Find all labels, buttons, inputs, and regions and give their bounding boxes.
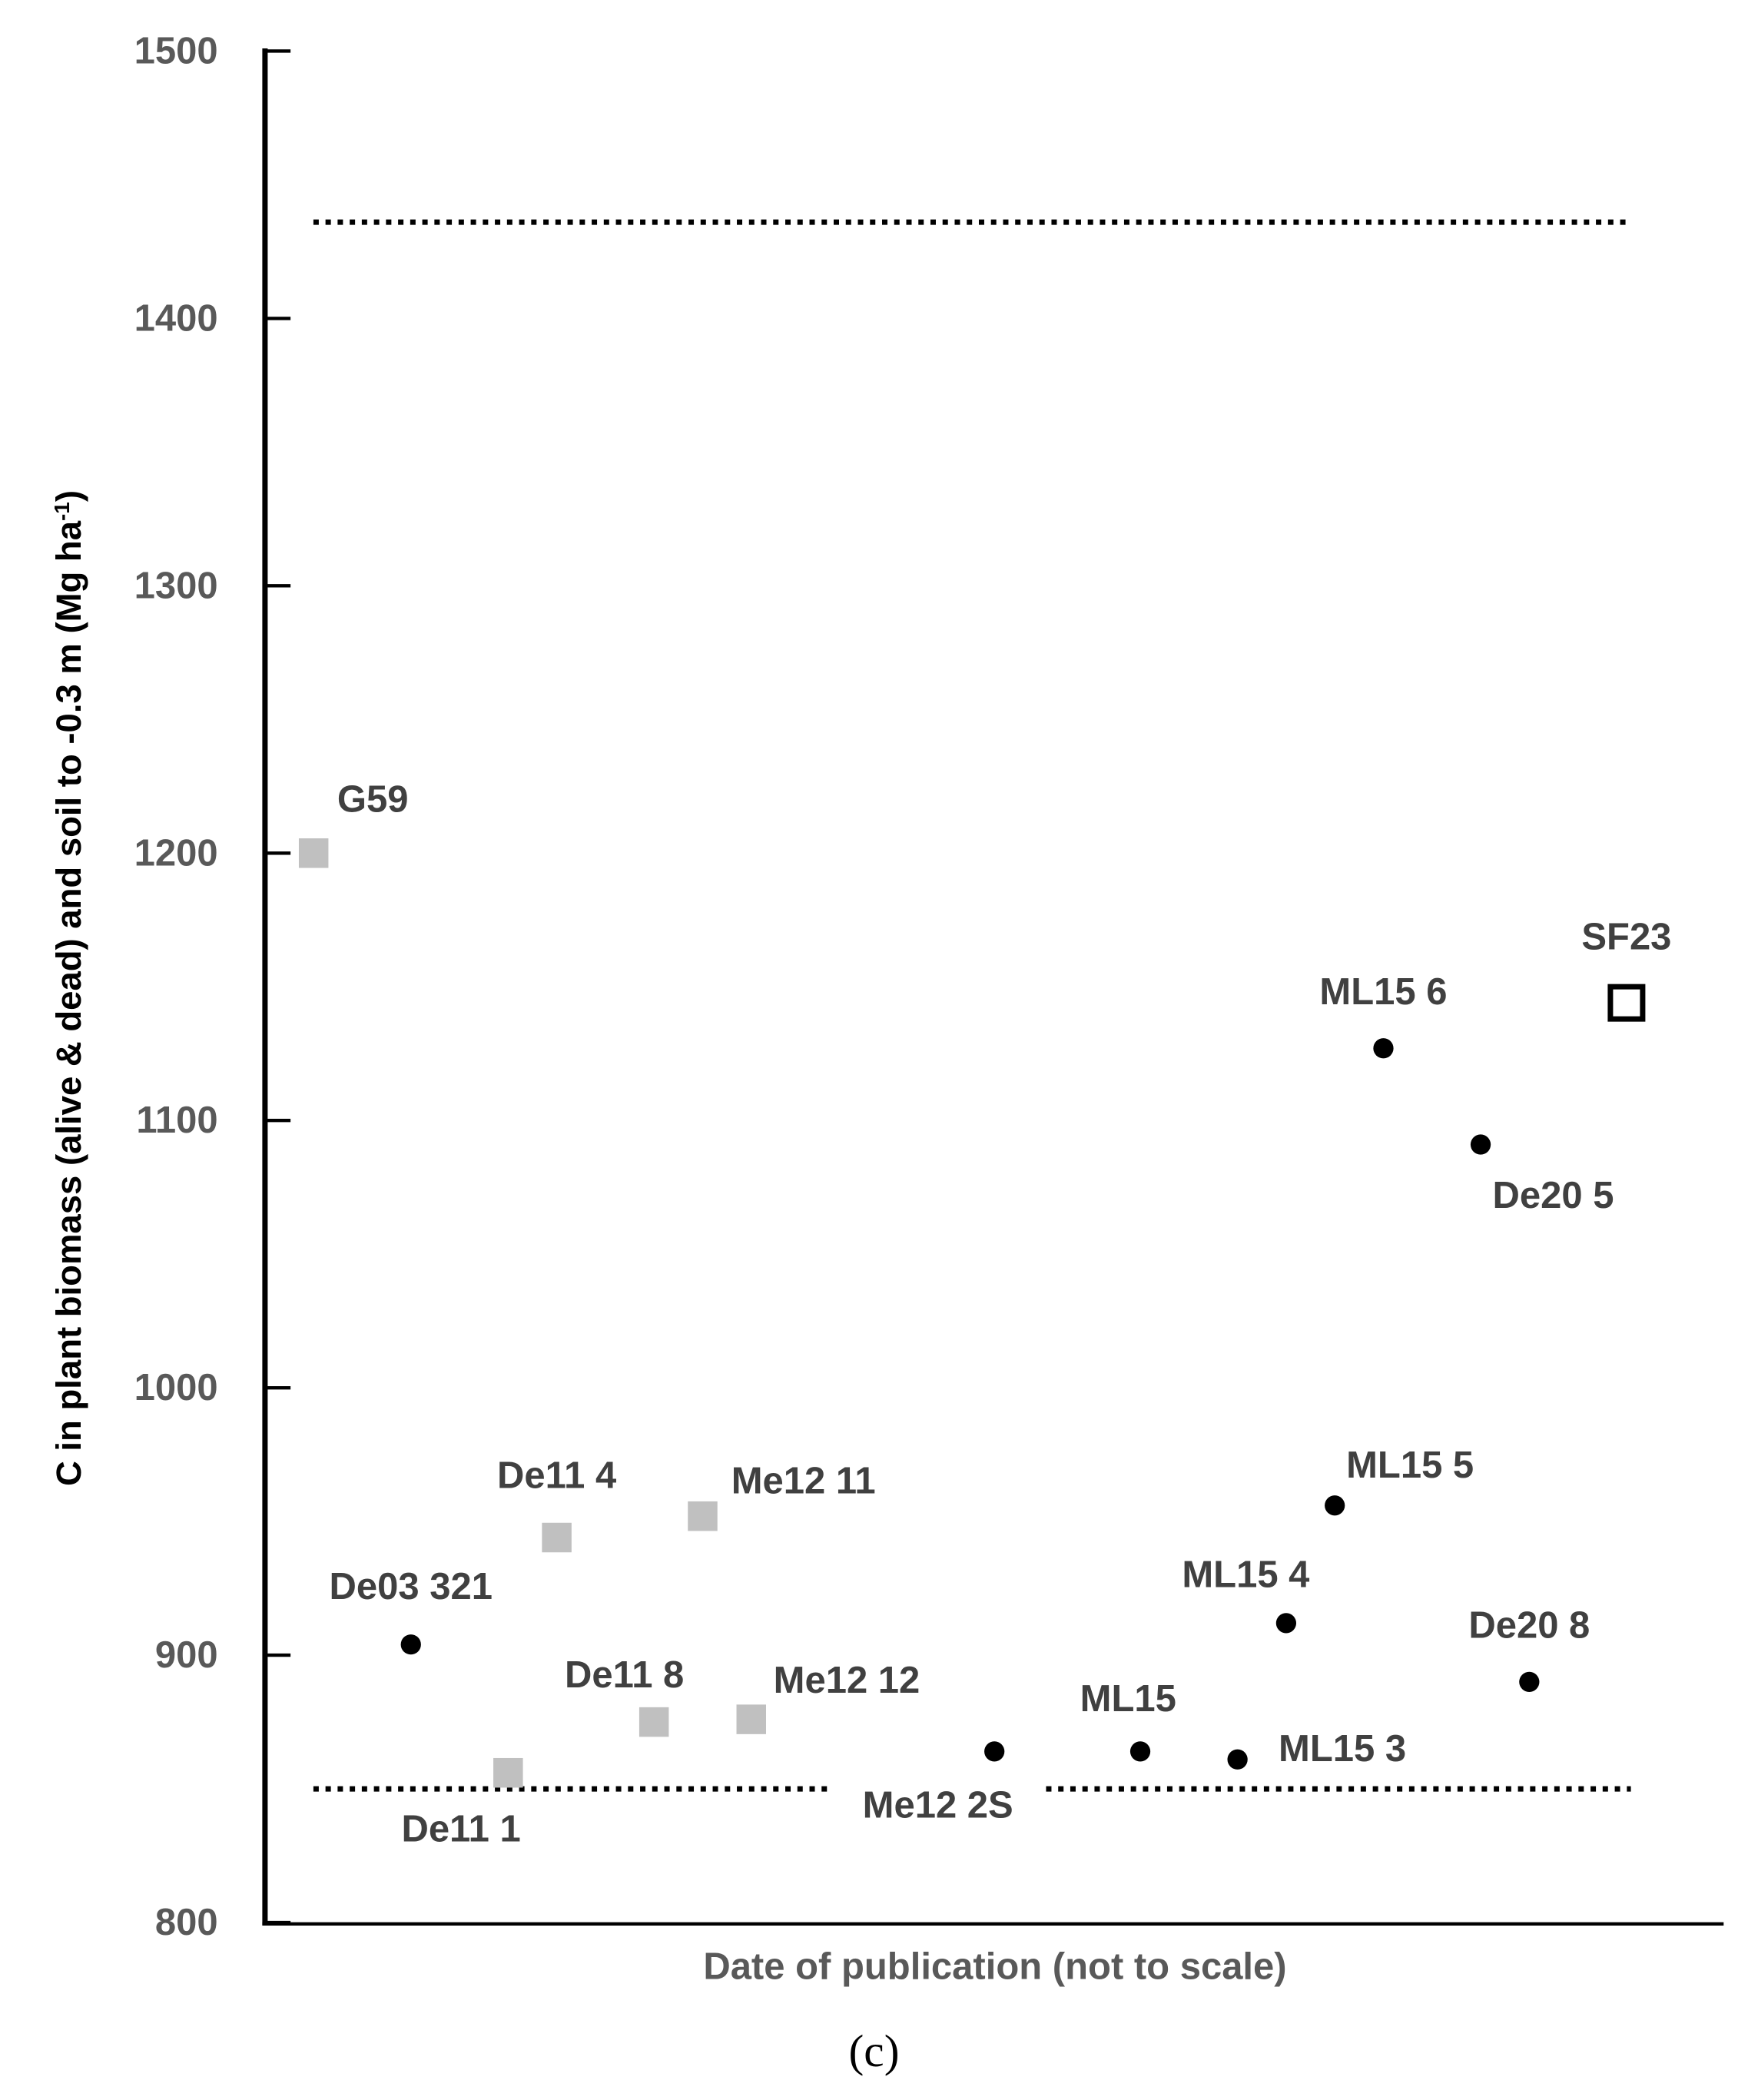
y-tick-label: 1400 xyxy=(134,297,218,339)
data-point-gray-square xyxy=(736,1704,767,1734)
panel-label: (c) xyxy=(848,2025,899,2076)
data-point-open-square xyxy=(1607,984,1646,1022)
data-point-black-circle xyxy=(1373,1038,1394,1059)
data-point-gray-square xyxy=(542,1522,572,1553)
y-ticks: 800 900 1000 1100 1200 1300 1400 1500 xyxy=(134,30,291,1943)
data-point-gray-square xyxy=(639,1707,669,1737)
data-points xyxy=(298,838,1646,1788)
data-label: Me12 11 xyxy=(731,1461,876,1502)
data-point-black-circle xyxy=(400,1634,421,1655)
x-axis-label: Date of publication (not to scale) xyxy=(703,1946,1286,1988)
data-label: G59 xyxy=(337,778,409,820)
data-point-black-circle xyxy=(1227,1749,1248,1770)
reference-lines xyxy=(313,219,1631,1792)
axes xyxy=(262,48,1724,1926)
data-label: De20 5 xyxy=(1493,1175,1614,1216)
y-tick-label: 800 xyxy=(155,1902,218,1943)
data-point-gray-square xyxy=(298,838,329,868)
data-point-black-circle xyxy=(1470,1134,1491,1155)
data-point-black-circle xyxy=(1129,1741,1151,1762)
point-labels: G59 De03 321 De11 1 De11 4 De11 8 Me12 11 Me12… xyxy=(330,778,1672,1850)
data-label: ML15 6 xyxy=(1319,971,1447,1013)
y-tick-label: 900 xyxy=(155,1634,218,1676)
y-tick-label: 1100 xyxy=(136,1100,217,1141)
data-label: Me12 12 xyxy=(774,1660,920,1701)
y-tick-label: 1200 xyxy=(134,832,218,874)
data-label: De11 1 xyxy=(401,1809,520,1850)
y-axis-label: C in plant biomass (alive & dead) and so… xyxy=(49,490,88,1486)
data-point-black-circle xyxy=(1519,1671,1540,1693)
y-tick-label: 1500 xyxy=(134,30,218,71)
data-point-gray-square xyxy=(688,1501,718,1531)
data-label: ML15 5 xyxy=(1346,1445,1474,1486)
data-label: De11 4 xyxy=(497,1455,616,1497)
data-label: De03 321 xyxy=(330,1566,493,1607)
y-tick-label: 1300 xyxy=(134,565,218,606)
data-point-black-circle xyxy=(1275,1613,1297,1634)
data-label: ML15 4 xyxy=(1182,1554,1309,1595)
data-label: ML15 3 xyxy=(1279,1728,1406,1770)
data-label: SF23 xyxy=(1581,916,1671,957)
data-label: De20 8 xyxy=(1468,1604,1590,1646)
data-point-black-circle xyxy=(984,1741,1005,1762)
data-label: De11 8 xyxy=(565,1654,684,1696)
data-point-gray-square xyxy=(493,1757,523,1788)
y-tick-label: 1000 xyxy=(134,1367,218,1408)
data-label: Me12 2S xyxy=(863,1784,1013,1826)
data-label: ML15 xyxy=(1080,1678,1176,1720)
data-point-black-circle xyxy=(1325,1495,1345,1516)
